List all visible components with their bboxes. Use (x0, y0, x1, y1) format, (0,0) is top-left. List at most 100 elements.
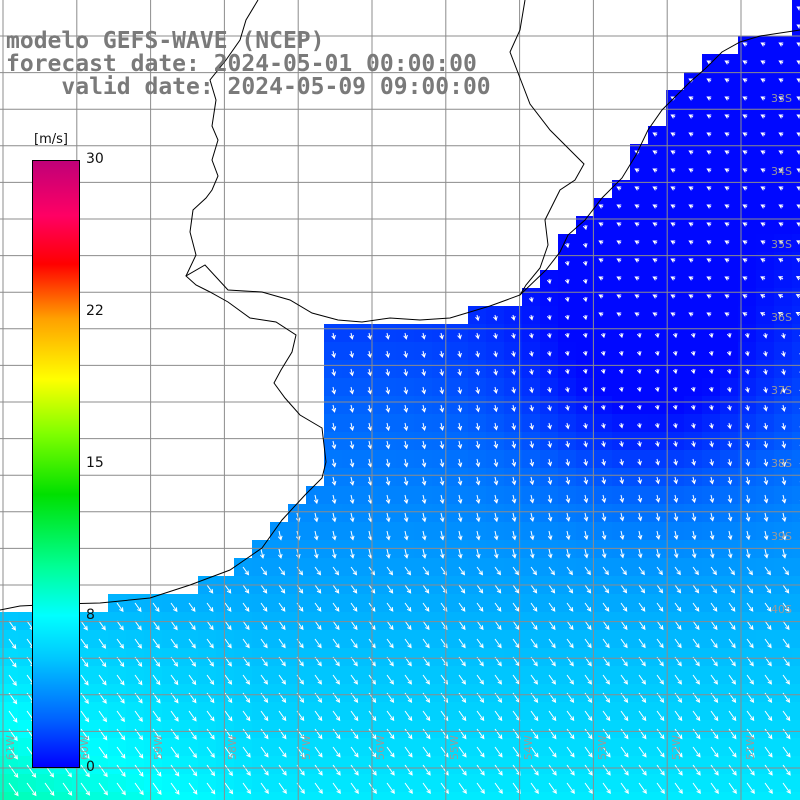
wind-arrow (331, 404, 337, 413)
speed-cell (234, 792, 252, 800)
wind-arrow (152, 746, 162, 759)
wind-arrow (458, 674, 466, 685)
wind-arrow (764, 638, 772, 649)
wind-arrow (672, 350, 678, 357)
wind-arrow (582, 242, 588, 249)
wind-arrow (742, 96, 748, 101)
wind-arrow (457, 530, 463, 541)
wind-arrow (422, 746, 431, 758)
speed-cell (360, 792, 378, 800)
wind-arrow (760, 60, 766, 65)
wind-arrow (710, 764, 719, 776)
wind-arrow (692, 674, 700, 685)
wind-arrow (782, 782, 791, 795)
wind-arrow (620, 638, 628, 649)
wind-arrow (638, 566, 645, 576)
latitude-label: 35S (771, 238, 792, 251)
wind-arrow (777, 294, 784, 299)
wind-arrow (654, 386, 660, 393)
wind-arrow (331, 350, 336, 359)
wind-arrow (745, 548, 751, 559)
wind-arrow (652, 240, 658, 245)
wind-arrow (745, 440, 750, 449)
wind-arrow (529, 332, 534, 339)
wind-arrow (260, 746, 269, 758)
wind-arrow (764, 674, 772, 685)
wind-arrow (476, 566, 484, 576)
wind-arrow (548, 764, 557, 776)
wind-arrow (670, 258, 676, 263)
wind-arrow (600, 404, 606, 411)
wind-arrow (583, 530, 589, 541)
wind-arrow (692, 764, 701, 776)
wind-arrow (781, 530, 787, 541)
wind-arrow (601, 458, 606, 466)
wind-arrow (548, 782, 557, 795)
wind-arrow (260, 620, 268, 631)
speed-cell (792, 396, 800, 414)
wind-arrow (760, 132, 766, 137)
wind-arrow (458, 764, 467, 776)
wind-arrow (332, 710, 341, 722)
wind-arrow (616, 294, 622, 299)
wind-arrow (760, 96, 766, 101)
speed-cell (792, 630, 800, 648)
wind-arrow (674, 710, 683, 722)
wind-arrow (602, 746, 611, 758)
wind-arrow (602, 674, 610, 685)
wind-arrow (259, 548, 265, 559)
wind-arrow (260, 602, 268, 612)
wind-arrow (583, 476, 589, 485)
wind-arrow (80, 620, 88, 631)
wind-arrow (530, 746, 539, 758)
wind-arrow (403, 476, 409, 486)
wind-arrow (386, 728, 395, 740)
wind-arrow (565, 404, 570, 412)
wind-arrow (530, 638, 538, 649)
wind-arrow (367, 386, 373, 395)
wind-arrow (278, 710, 287, 722)
wind-arrow (116, 764, 126, 778)
wind-arrow (422, 764, 431, 776)
wind-arrow (654, 368, 660, 375)
speed-cell (792, 792, 800, 800)
wind-arrow (728, 620, 736, 631)
wind-arrow (80, 764, 90, 778)
wind-arrow (672, 368, 678, 375)
wind-arrow (403, 422, 409, 432)
wind-arrow (403, 368, 409, 377)
wind-arrow (746, 782, 755, 795)
wind-arrow (260, 566, 268, 576)
latitude-label: 38S (771, 457, 792, 470)
wind-arrow (511, 548, 517, 559)
wind-arrow (618, 368, 624, 375)
wind-arrow (582, 296, 588, 303)
wind-arrow (314, 620, 322, 631)
wind-arrow (512, 620, 520, 631)
wind-arrow (619, 530, 625, 541)
wind-arrow (782, 584, 790, 594)
wind-arrow (620, 728, 629, 740)
wind-arrow (598, 276, 604, 281)
wind-arrow (404, 638, 412, 649)
wind-arrow (728, 782, 737, 795)
wind-arrow (781, 350, 786, 358)
wind-arrow (634, 222, 640, 227)
wind-arrow (422, 674, 430, 685)
wind-arrow (134, 710, 143, 722)
speed-cell (648, 792, 666, 800)
wind-arrow (188, 764, 198, 777)
speed-cell (18, 792, 36, 800)
wind-arrow (529, 548, 535, 559)
wind-arrow (745, 458, 751, 467)
wind-arrow (688, 150, 694, 155)
wind-arrow (385, 332, 390, 340)
speed-cell (792, 234, 800, 252)
wind-arrow (386, 746, 395, 758)
wind-arrow (134, 782, 144, 796)
wind-arrow (782, 566, 790, 576)
wind-arrow (601, 422, 606, 429)
wind-arrow (706, 276, 712, 281)
wind-arrow (638, 638, 646, 649)
wind-arrow (742, 276, 748, 281)
